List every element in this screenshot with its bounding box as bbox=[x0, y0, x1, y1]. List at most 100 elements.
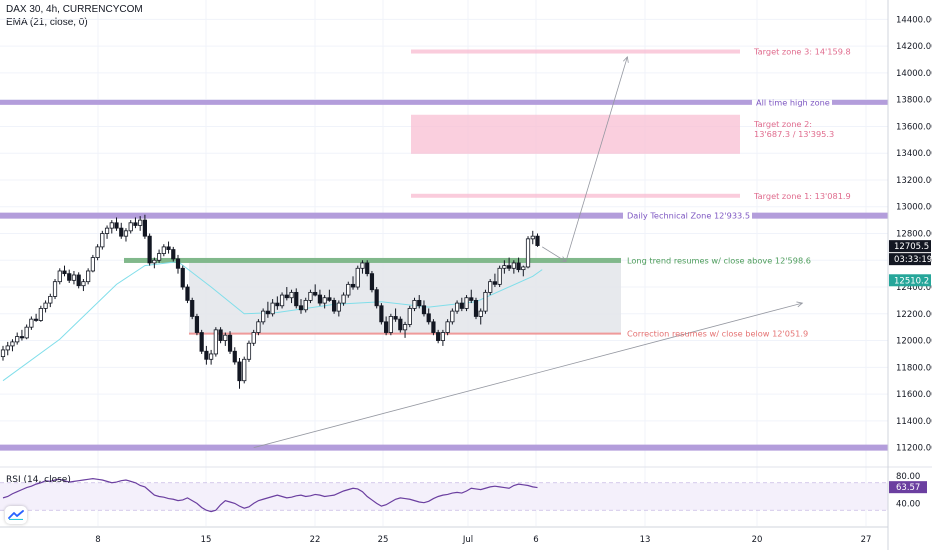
candle bbox=[384, 316, 389, 336]
candle bbox=[10, 339, 15, 352]
candle bbox=[426, 308, 431, 325]
candle-body bbox=[350, 283, 356, 288]
rsi-tick-label: 40.00 bbox=[896, 499, 920, 509]
projection-arrow-line bbox=[542, 246, 567, 262]
candle-body bbox=[473, 300, 479, 317]
candle bbox=[142, 214, 147, 239]
candle-body bbox=[213, 329, 218, 355]
time-tick-label: 15 bbox=[201, 535, 212, 545]
candle-body bbox=[298, 305, 304, 311]
candle-body bbox=[275, 302, 280, 307]
target-zone-2-box bbox=[411, 114, 740, 154]
candle bbox=[52, 279, 58, 300]
candle bbox=[166, 241, 171, 254]
projection-arrow-line bbox=[253, 302, 803, 449]
candle-body bbox=[171, 249, 176, 260]
candle-body bbox=[256, 321, 261, 333]
candle bbox=[492, 273, 498, 288]
candle bbox=[71, 270, 77, 285]
candle-body bbox=[445, 321, 450, 333]
candle bbox=[483, 289, 488, 314]
candle bbox=[161, 244, 166, 257]
time-tick-label: 8 bbox=[95, 535, 100, 545]
candle-body bbox=[251, 332, 256, 344]
target-zone-1-label: Target zone 1: 13'081.9 bbox=[753, 191, 851, 201]
candle-body bbox=[322, 297, 327, 304]
rsi-pane: RSI (14, close) bbox=[0, 466, 932, 513]
candle-body bbox=[10, 341, 15, 347]
candle bbox=[24, 324, 29, 340]
candle-body bbox=[426, 313, 431, 323]
price-tick-label: 13600.00 bbox=[896, 122, 932, 132]
price-tick-label: 12800.00 bbox=[896, 230, 932, 240]
candle-body bbox=[237, 361, 242, 382]
candle bbox=[237, 357, 242, 389]
candle-body bbox=[393, 316, 398, 320]
candle bbox=[86, 268, 91, 285]
ema-indicator-label: EMA (21, close, 0) bbox=[6, 17, 88, 28]
candle bbox=[43, 300, 48, 313]
candle bbox=[440, 329, 445, 346]
candle bbox=[478, 308, 483, 325]
price-tick-label: 11600.00 bbox=[896, 390, 932, 400]
daily-technical-zone-right bbox=[752, 212, 888, 219]
candle-body bbox=[204, 350, 209, 360]
price-tick-label: 12400.00 bbox=[896, 283, 932, 293]
candle-body bbox=[246, 342, 252, 360]
candle bbox=[275, 296, 280, 310]
candle-body bbox=[407, 308, 412, 325]
candle-body bbox=[341, 294, 346, 304]
candle-body bbox=[530, 235, 535, 240]
candle bbox=[535, 233, 540, 247]
target-zone-2-values: 13'687.3 / 13'395.3 bbox=[754, 129, 834, 139]
candle bbox=[407, 305, 412, 328]
candle-body bbox=[161, 246, 166, 254]
candle-body bbox=[313, 291, 318, 296]
all-time-high-line-right bbox=[832, 99, 888, 105]
candle-body bbox=[86, 270, 91, 283]
candle bbox=[15, 332, 20, 345]
consolidation-range-box bbox=[189, 260, 621, 334]
candle bbox=[218, 327, 223, 344]
candle bbox=[246, 340, 252, 362]
candle-body bbox=[209, 353, 214, 360]
candle-body bbox=[483, 291, 488, 312]
long-trend-zone-line bbox=[124, 257, 621, 263]
candle-body bbox=[497, 267, 502, 285]
candle-body bbox=[62, 270, 67, 275]
candle-body bbox=[109, 222, 114, 229]
candle-body bbox=[303, 300, 308, 311]
candle-body bbox=[142, 219, 147, 237]
candle-body bbox=[5, 345, 10, 351]
base-zone-line bbox=[0, 444, 888, 451]
projection-arrow-line bbox=[565, 56, 628, 262]
rsi-tick-label: 80.00 bbox=[896, 472, 920, 482]
candle-body bbox=[24, 326, 29, 339]
candle bbox=[464, 295, 469, 312]
candle-body bbox=[431, 321, 436, 333]
candle-body bbox=[34, 318, 39, 321]
candle bbox=[232, 347, 237, 365]
all-time-high-label: All time high zone bbox=[756, 97, 830, 107]
candle bbox=[209, 349, 214, 365]
target-zone-3-band bbox=[411, 49, 740, 54]
candle-body bbox=[417, 300, 422, 307]
candle bbox=[180, 265, 185, 290]
tradingview-logo-icon[interactable] bbox=[5, 506, 27, 524]
candle-body bbox=[218, 329, 223, 341]
candle bbox=[331, 297, 337, 314]
candle-body bbox=[227, 334, 233, 352]
candle bbox=[521, 265, 526, 277]
time-tick-label: 22 bbox=[310, 535, 321, 545]
candle bbox=[388, 313, 393, 336]
candle bbox=[327, 289, 332, 302]
candle bbox=[336, 300, 341, 317]
candle bbox=[57, 268, 62, 285]
candle-body bbox=[516, 262, 521, 271]
candle bbox=[123, 228, 129, 242]
candle bbox=[119, 222, 124, 239]
candle bbox=[511, 260, 516, 274]
